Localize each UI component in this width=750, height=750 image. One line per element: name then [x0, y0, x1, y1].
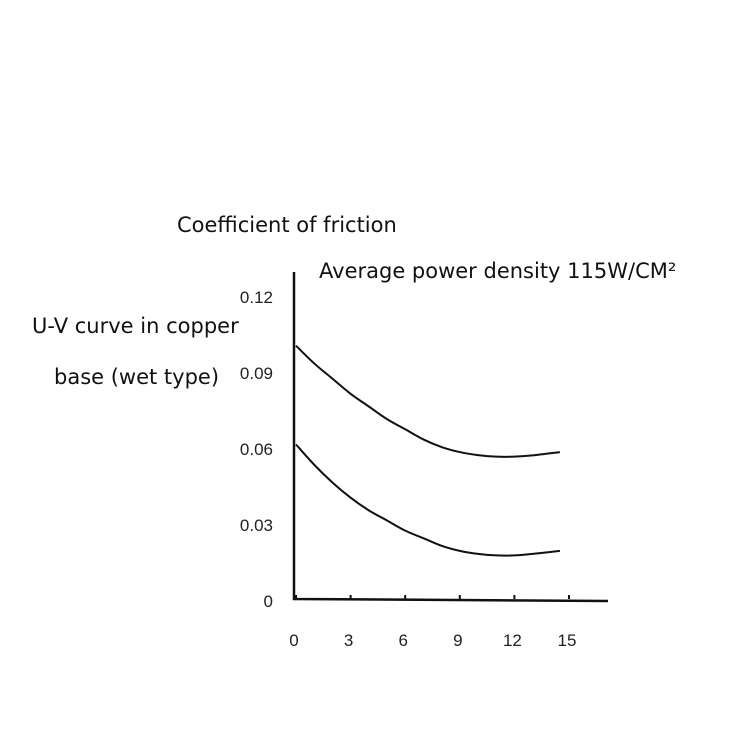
- lower-friction-curve: [295, 443, 561, 557]
- chart-axes: [292, 272, 609, 603]
- side-label-line2: base (wet type): [54, 365, 220, 389]
- x-tick-label: 9: [453, 631, 462, 650]
- x-tick-label: 0: [289, 631, 298, 650]
- side-label-line1: U-V curve in copper: [32, 314, 239, 338]
- y-tick-label: 0.03: [240, 516, 273, 535]
- x-tick-label: 6: [398, 631, 407, 650]
- x-tick-label: 3: [344, 631, 353, 650]
- chart-title: Coefficient of friction: [177, 213, 397, 237]
- x-tick-label: 12: [503, 631, 522, 650]
- y-tick-label: 0.12: [240, 288, 273, 307]
- power-density-annotation: Average power density 115W/CM²: [319, 259, 677, 283]
- upper-friction-curve: [295, 344, 561, 458]
- y-tick-label: 0.06: [240, 440, 273, 459]
- y-tick-label: 0: [264, 592, 273, 611]
- y-tick-label: 0.09: [240, 364, 273, 383]
- x-tick-label: 15: [558, 631, 577, 650]
